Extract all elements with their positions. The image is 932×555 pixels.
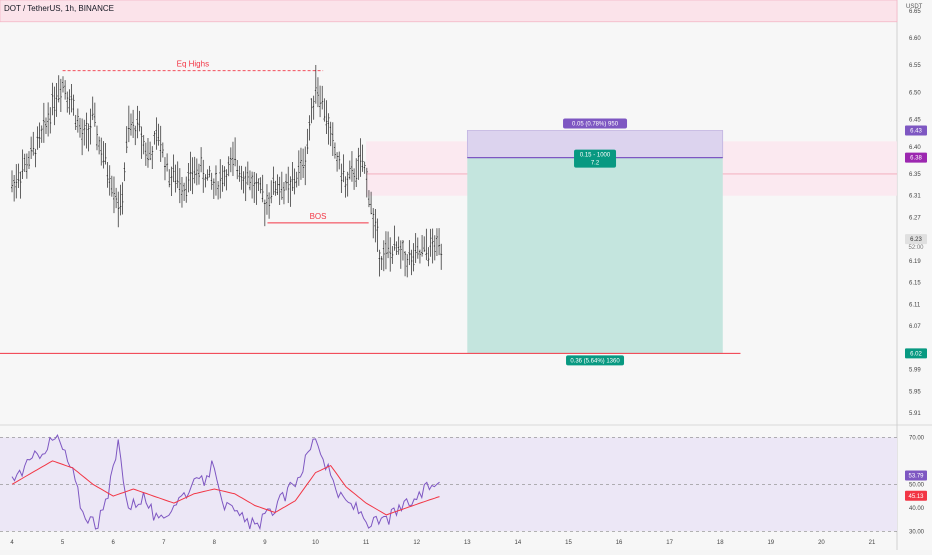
x-tick-label: 11 <box>363 540 370 546</box>
price-badge-bg <box>905 234 927 245</box>
price-badge: 6.23 <box>910 237 922 243</box>
entry-label-bg <box>574 149 617 168</box>
rsi-line <box>11 433 440 531</box>
target-label: 0.05 (0.78%) 950 <box>572 121 619 127</box>
price-tick-label: 6.31 <box>909 194 921 200</box>
price-tick-label: 5.95 <box>909 389 921 395</box>
countdown-label: 52:00 <box>908 245 924 251</box>
stop-label: 0.36 (5.64%) 1360 <box>570 358 620 364</box>
price-tick-label: 6.55 <box>909 63 921 69</box>
rsi-tick-label: 40.00 <box>909 506 925 512</box>
x-tick-label: 4 <box>10 540 14 546</box>
price-badge: 6.02 <box>910 351 922 357</box>
price-badge: 6.43 <box>910 128 922 134</box>
price-tick-label: 6.27 <box>909 215 921 221</box>
price-tick-label: 6.45 <box>909 118 921 124</box>
currency-label: USDT <box>906 4 923 10</box>
rsi-tick-label: 50.00 <box>909 482 925 488</box>
eq-highs-label: Eq Highs <box>177 60 209 69</box>
x-tick-label: 10 <box>312 540 319 546</box>
rsi-band <box>0 437 897 532</box>
x-tick-label: 13 <box>464 540 471 546</box>
rsi-tick-label: 70.00 <box>909 435 925 441</box>
price-tick-label: 6.15 <box>909 281 921 287</box>
x-tick-label: 8 <box>213 540 217 546</box>
price-badge: 6.38 <box>910 156 922 162</box>
price-badge-bg <box>905 348 927 359</box>
x-tick-label: 7 <box>162 540 166 546</box>
bos-label: BOS <box>310 212 327 221</box>
rsi-ma-line <box>11 460 440 516</box>
rsi-badge-bg <box>905 490 927 501</box>
price-tick-label: 6.35 <box>909 172 921 178</box>
x-tick-label: 12 <box>413 540 420 546</box>
price-badge-bg <box>905 152 927 163</box>
entry-label: 0.15 - 1000 <box>580 153 611 159</box>
x-tick-label: 19 <box>767 540 774 546</box>
price-tick-label: 5.91 <box>909 411 921 417</box>
price-tick-label: 6.19 <box>909 259 921 265</box>
rsi-tick-label: 30.00 <box>909 529 925 535</box>
symbol-title: DOT / TetherUS, 1h, BINANCE <box>4 4 114 13</box>
x-tick-label: 5 <box>61 540 65 546</box>
top-supply-zone <box>0 0 898 23</box>
price-badge-bg <box>905 125 927 136</box>
rsi-badge-bg <box>905 470 927 481</box>
x-tick-label: 17 <box>666 540 673 546</box>
x-tick-label: 20 <box>818 540 825 546</box>
x-tick-label: 15 <box>565 540 572 546</box>
price-tick-label: 6.11 <box>909 302 921 308</box>
price-tick-label: 6.65 <box>909 9 921 15</box>
x-tick-label: 6 <box>112 540 116 546</box>
price-tick-label: 5.99 <box>909 368 921 374</box>
entry-label: 7.2 <box>591 161 600 167</box>
price-tick-label: 6.40 <box>909 145 921 151</box>
x-tick-label: 18 <box>717 540 724 546</box>
target-label-bg <box>563 118 628 129</box>
x-tick-label: 16 <box>616 540 623 546</box>
x-tick-label: 9 <box>263 540 267 546</box>
candles-group <box>11 64 443 278</box>
price-tick-label: 6.07 <box>909 324 921 330</box>
rsi-badge: 53.79 <box>908 473 924 479</box>
x-tick-label: 21 <box>869 540 876 546</box>
rsi-badge: 45.13 <box>908 494 924 500</box>
price-tick-label: 6.60 <box>909 36 921 42</box>
x-tick-label: 14 <box>515 540 522 546</box>
reward-zone <box>467 157 723 354</box>
price-tick-label: 6.50 <box>909 90 921 96</box>
stop-label-bg <box>566 355 625 366</box>
